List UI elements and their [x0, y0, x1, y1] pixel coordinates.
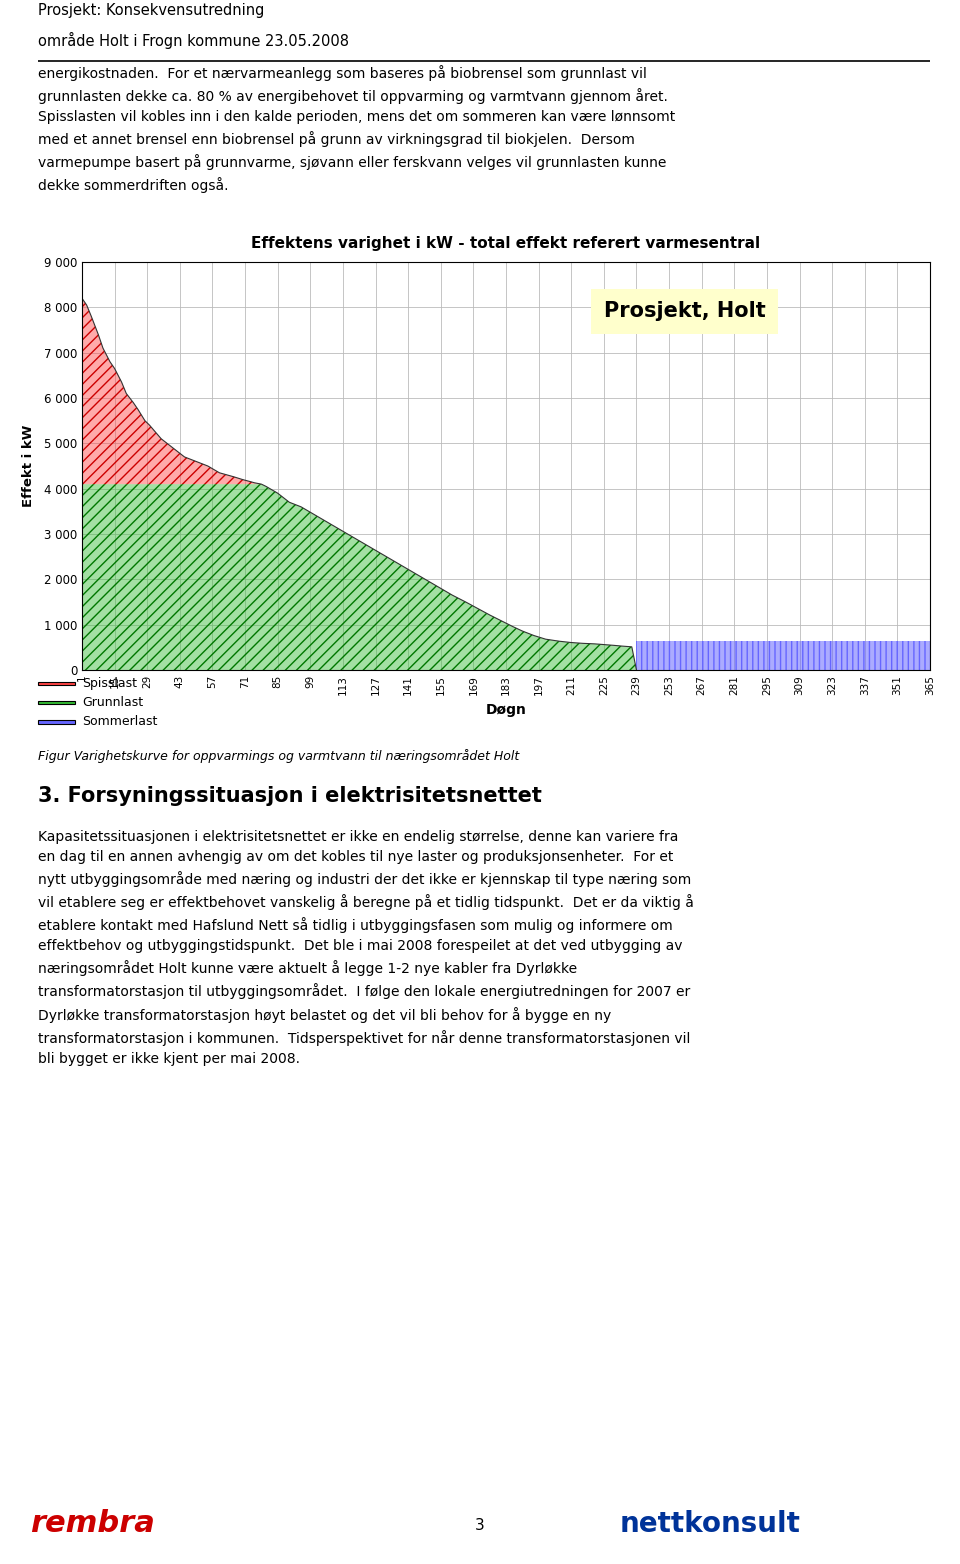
Text: nettkonsult: nettkonsult: [620, 1509, 801, 1537]
Bar: [38, 719, 76, 724]
Bar: [38, 682, 76, 685]
X-axis label: Døgn: Døgn: [486, 704, 526, 716]
Y-axis label: Effekt i kW: Effekt i kW: [22, 425, 36, 507]
Text: område Holt i Frogn kommune 23.05.2008: område Holt i Frogn kommune 23.05.2008: [38, 31, 349, 48]
Text: energikostnaden.  For et nærvarmeanlegg som baseres på biobrensel som grunnlast : energikostnaden. For et nærvarmeanlegg s…: [38, 66, 675, 194]
Bar: [38, 701, 76, 704]
Text: Kapasitetssituasjonen i elektrisitetsnettet er ikke en endelig størrelse, denne : Kapasitetssituasjonen i elektrisitetsnet…: [38, 830, 694, 1065]
Title: Effektens varighet i kW - total effekt referert varmesentral: Effektens varighet i kW - total effekt r…: [252, 236, 760, 252]
Text: Grunnlast: Grunnlast: [83, 696, 144, 708]
Text: Figur Varighetskurve for oppvarmings og varmtvann til næringsområdet Holt: Figur Varighetskurve for oppvarmings og …: [38, 749, 519, 763]
Text: rembra: rembra: [30, 1509, 155, 1539]
Text: Prosjekt: Konsekvensutredning: Prosjekt: Konsekvensutredning: [38, 3, 264, 19]
Text: Sommerlast: Sommerlast: [83, 715, 158, 729]
Text: 3: 3: [475, 1517, 485, 1533]
Text: 3. Forsyningssituasjon i elektrisitetsnettet: 3. Forsyningssituasjon i elektrisitetsne…: [38, 787, 541, 805]
Text: Spisslast: Spisslast: [83, 677, 137, 690]
Text: Prosjekt, Holt: Prosjekt, Holt: [604, 302, 765, 321]
